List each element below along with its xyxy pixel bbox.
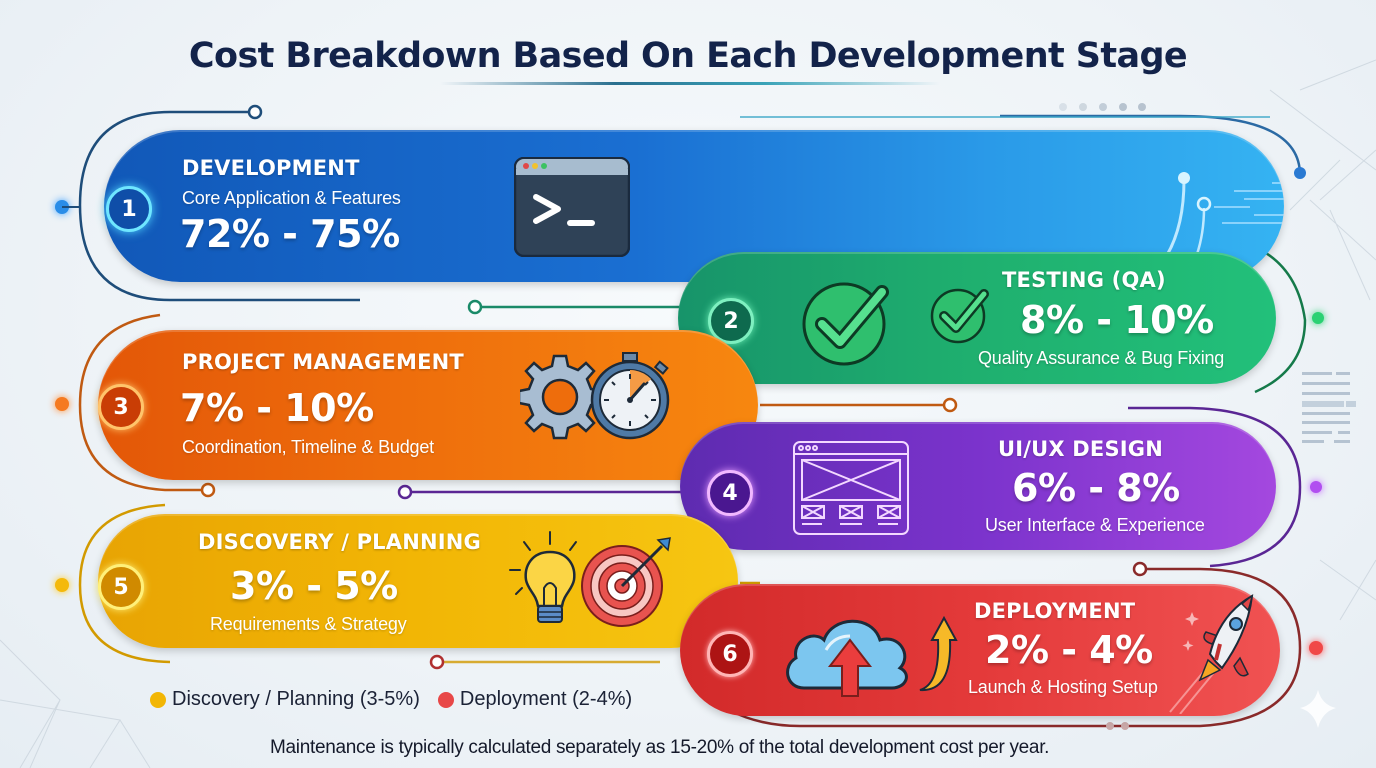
- stage-title: DEVELOPMENT: [182, 156, 360, 180]
- checkmark-small-icon: [930, 288, 989, 344]
- checkmark-icon: [802, 282, 889, 366]
- stage-number-badge: 1: [106, 186, 152, 232]
- terminal-icon: [514, 157, 630, 257]
- stage-percentage: 6% - 8%: [1012, 466, 1180, 510]
- legend-item-discovery: Discovery / Planning (3-5%): [150, 688, 420, 711]
- legend-item-deployment: Deployment (2-4%): [437, 688, 633, 711]
- legend-label: Discovery / Planning (3-5%): [172, 688, 420, 710]
- stage-title: PROJECT MANAGEMENT: [182, 350, 464, 374]
- stage-percentage: 3% - 5%: [230, 564, 398, 608]
- stage-description: Quality Assurance & Bug Fixing: [978, 348, 1225, 368]
- legend-label: Deployment (2-4%): [459, 688, 633, 710]
- stage-card-ui-ux-design: [680, 422, 1276, 550]
- rocket-icon: [1169, 594, 1254, 714]
- stage-description: Core Application & Features: [182, 188, 401, 208]
- wireframe-icon: [793, 441, 909, 535]
- stage-percentage: 72% - 75%: [180, 212, 400, 256]
- stage-number-badge: 2: [708, 298, 754, 344]
- stage-title: DEPLOYMENT: [974, 599, 1136, 623]
- stage-card-deployment: [680, 584, 1280, 716]
- cloud-upload-icon: [786, 615, 958, 697]
- legend: Discovery / Planning (3-5%) Deployment (…: [150, 688, 632, 711]
- stage-description: User Interface & Experience: [985, 515, 1205, 535]
- stage-percentage: 2% - 4%: [985, 628, 1153, 672]
- maintenance-footnote: Maintenance is typically calculated sepa…: [270, 737, 1050, 758]
- lightbulb-target-icon: [509, 531, 671, 627]
- binary-code-decoration: [1214, 182, 1284, 224]
- gear-stopwatch-icon: [520, 352, 670, 440]
- stage-percentage: 7% - 10%: [180, 386, 374, 430]
- stage-percentage: 8% - 10%: [1020, 298, 1214, 342]
- legend-dot-icon: [150, 691, 166, 708]
- stage-title: UI/UX DESIGN: [998, 437, 1164, 461]
- stage-title: DISCOVERY / PLANNING: [198, 530, 481, 554]
- title-underline: [440, 82, 940, 85]
- stage-description: Requirements & Strategy: [210, 614, 407, 634]
- stage-number-badge: 6: [707, 631, 753, 677]
- page-title: Cost Breakdown Based On Each Development…: [188, 36, 1188, 76]
- stage-number-badge: 3: [98, 384, 144, 430]
- stage-description: Coordination, Timeline & Budget: [182, 437, 434, 457]
- stage-number-badge: 4: [707, 470, 753, 516]
- stage-title: TESTING (QA): [1002, 268, 1166, 292]
- legend-dot-icon: [437, 691, 454, 708]
- stage-description: Launch & Hosting Setup: [968, 677, 1158, 697]
- stage-number-badge: 5: [98, 564, 144, 610]
